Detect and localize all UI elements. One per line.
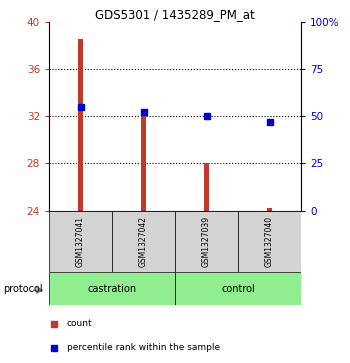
Bar <box>238 211 301 272</box>
Title: GDS5301 / 1435289_PM_at: GDS5301 / 1435289_PM_at <box>95 8 255 21</box>
Text: count: count <box>66 319 92 329</box>
Text: GSM1327041: GSM1327041 <box>76 216 85 267</box>
Bar <box>49 211 112 272</box>
Bar <box>267 208 272 211</box>
Text: GSM1327039: GSM1327039 <box>202 216 211 267</box>
Bar <box>175 211 238 272</box>
Text: GSM1327042: GSM1327042 <box>139 216 148 267</box>
Bar <box>78 40 83 211</box>
Text: control: control <box>221 284 255 294</box>
Bar <box>112 211 175 272</box>
Text: percentile rank within the sample: percentile rank within the sample <box>66 343 220 352</box>
Bar <box>141 113 146 211</box>
Bar <box>49 272 175 305</box>
Bar <box>175 272 301 305</box>
Bar <box>204 163 209 211</box>
Text: protocol: protocol <box>4 284 43 294</box>
Text: castration: castration <box>88 284 136 294</box>
Text: GSM1327040: GSM1327040 <box>265 216 274 267</box>
